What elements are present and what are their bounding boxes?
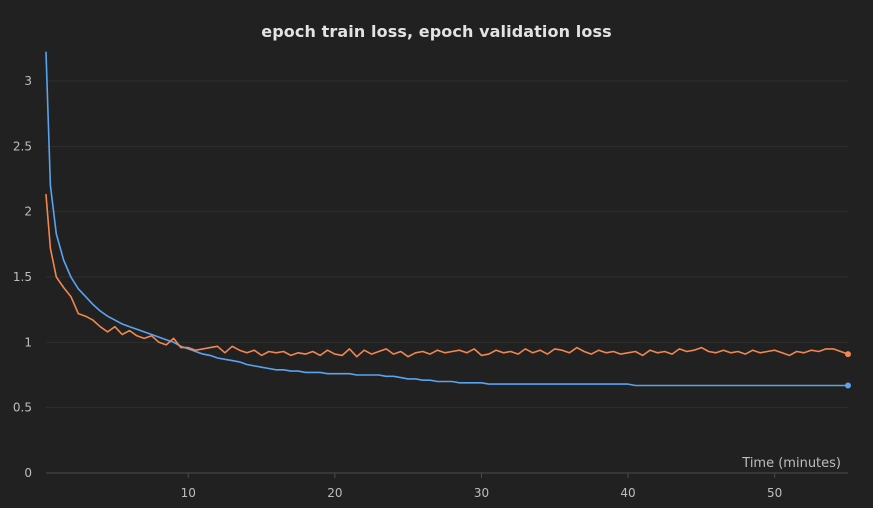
y-tick-label: 2 [24, 205, 32, 219]
y-tick-label: 1.5 [13, 270, 32, 284]
x-tick-label: 30 [474, 486, 489, 500]
chart-title: epoch train loss, epoch validation loss [261, 22, 612, 41]
x-tick-label: 20 [327, 486, 342, 500]
series-end-point-validation[interactable] [845, 351, 851, 358]
series-lines [45, 51, 851, 389]
x-tick-label: 50 [767, 486, 782, 500]
axes: 0 0.5 1 1.5 2 2.5 3 10 20 30 40 50 [13, 74, 848, 500]
series-line-validation[interactable] [45, 193, 849, 358]
y-tick-label: 0.5 [13, 401, 32, 415]
y-tick-label: 2.5 [13, 139, 32, 153]
y-tick-label: 3 [24, 74, 32, 88]
x-tick-label: 10 [181, 486, 196, 500]
series-end-point-train[interactable] [845, 382, 851, 389]
x-tick-label: 40 [620, 486, 635, 500]
series-line-train[interactable] [45, 51, 849, 387]
grid-lines [46, 80, 848, 409]
y-tick-label: 1 [24, 335, 32, 349]
x-axis-label: Time (minutes) [741, 456, 841, 471]
y-tick-label: 0 [24, 466, 32, 480]
